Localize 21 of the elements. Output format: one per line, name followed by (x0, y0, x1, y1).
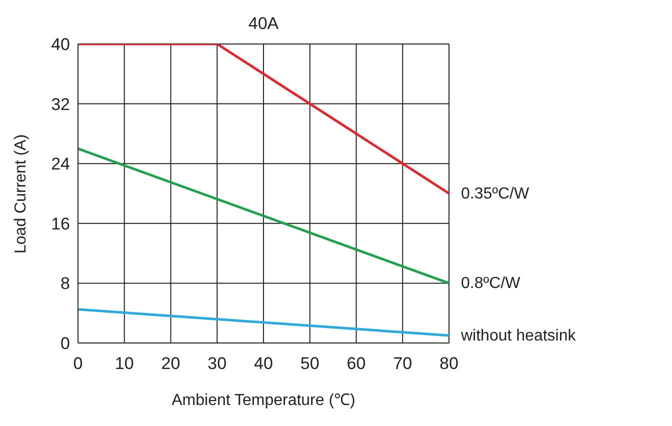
y-tick-label: 32 (51, 94, 70, 114)
x-axis-title: Ambient Temperature (℃) (172, 392, 356, 409)
series-label: 0.35ºC/W (461, 186, 530, 202)
x-tick-label: 40 (254, 354, 273, 374)
y-tick-label: 16 (51, 214, 70, 234)
x-tick-label: 30 (208, 354, 227, 374)
y-tick-label: 8 (60, 274, 70, 294)
x-tick-label: 60 (346, 354, 366, 374)
y-tick-label: 0 (60, 334, 70, 354)
x-tick-label: 50 (300, 354, 320, 374)
y-tick-label: 24 (51, 154, 70, 174)
x-tick-label: 70 (393, 354, 412, 374)
chart-title: 40A (247, 14, 280, 34)
x-tick-label: 80 (440, 354, 458, 374)
series-label: without heatsink (460, 328, 577, 345)
y-axis-title: Load Current (A) (12, 134, 30, 254)
series-label: 0.8ºC/W (461, 275, 522, 292)
y-tick-label: 40 (51, 35, 70, 54)
x-tick-label: 20 (161, 354, 180, 374)
x-tick-label: 10 (114, 354, 134, 374)
x-tick-label: 0 (73, 354, 83, 374)
